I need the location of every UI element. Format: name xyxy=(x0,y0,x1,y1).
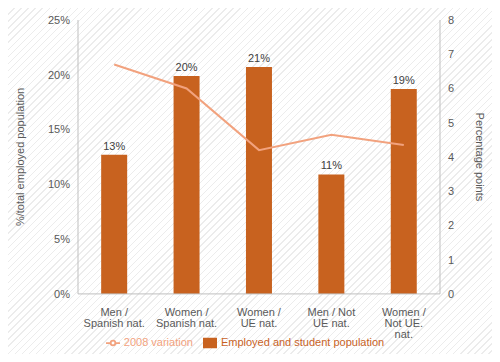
svg-text:0: 0 xyxy=(448,288,454,300)
svg-text:4: 4 xyxy=(448,151,454,163)
svg-text:Women /UE nat.: Women /UE nat. xyxy=(237,306,282,329)
svg-text:8: 8 xyxy=(448,14,454,26)
svg-text:7: 7 xyxy=(448,48,454,60)
svg-text:6: 6 xyxy=(448,82,454,94)
html-text:2008 variation: 2008 variation xyxy=(123,335,193,348)
svg-text:3: 3 xyxy=(448,185,454,197)
svg-text:0%: 0% xyxy=(54,288,70,300)
svg-text:%/total employed population: %/total employed population xyxy=(14,88,26,226)
svg-text:20%: 20% xyxy=(48,69,70,81)
svg-text:15%: 15% xyxy=(48,123,70,135)
html-text:Employed and student populatio: Employed and student population xyxy=(220,335,385,348)
svg-text:20%: 20% xyxy=(176,61,198,73)
svg-text:25%: 25% xyxy=(48,14,70,26)
svg-text:11%: 11% xyxy=(321,159,342,171)
svg-text:19%: 19% xyxy=(393,74,415,86)
svg-text:10%: 10% xyxy=(48,178,70,190)
svg-text:Men / NotUE nat.: Men / NotUE nat. xyxy=(308,306,356,329)
svg-text:Women /Not UE.nat.: Women /Not UE.nat. xyxy=(382,306,427,340)
svg-text:5: 5 xyxy=(448,117,454,129)
svg-text:2: 2 xyxy=(448,219,454,231)
svg-text:21%: 21% xyxy=(248,52,270,64)
svg-text:Percentage points: Percentage points xyxy=(474,113,486,202)
svg-text:13%: 13% xyxy=(103,140,125,152)
svg-text:5%: 5% xyxy=(54,233,70,245)
svg-text:Men /Spanish nat.: Men /Spanish nat. xyxy=(84,306,145,329)
svg-text:Women /Spanish nat.: Women /Spanish nat. xyxy=(156,306,217,329)
svg-text:1: 1 xyxy=(448,254,454,266)
